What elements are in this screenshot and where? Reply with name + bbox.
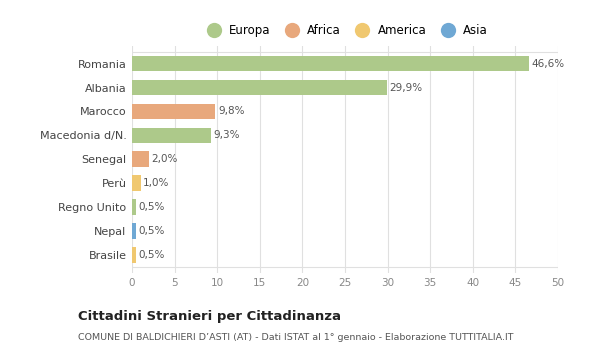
Text: 46,6%: 46,6% [532, 58, 565, 69]
Bar [132, 247, 136, 262]
Text: 0,5%: 0,5% [139, 250, 165, 260]
Bar [132, 80, 387, 95]
Bar [132, 56, 529, 71]
Bar [132, 175, 140, 191]
Bar [132, 127, 211, 143]
Bar [132, 223, 136, 239]
Bar [132, 104, 215, 119]
Text: 9,8%: 9,8% [218, 106, 245, 117]
Text: 9,3%: 9,3% [214, 130, 240, 140]
Text: 29,9%: 29,9% [389, 83, 422, 92]
Text: 0,5%: 0,5% [139, 226, 165, 236]
Text: 1,0%: 1,0% [143, 178, 169, 188]
Bar [132, 199, 136, 215]
Legend: Europa, Africa, America, Asia: Europa, Africa, America, Asia [197, 20, 493, 42]
Text: 0,5%: 0,5% [139, 202, 165, 212]
Text: Cittadini Stranieri per Cittadinanza: Cittadini Stranieri per Cittadinanza [78, 310, 341, 323]
Bar [132, 152, 149, 167]
Text: 2,0%: 2,0% [152, 154, 178, 164]
Text: COMUNE DI BALDICHIERI D’ASTI (AT) - Dati ISTAT al 1° gennaio - Elaborazione TUTT: COMUNE DI BALDICHIERI D’ASTI (AT) - Dati… [78, 333, 514, 342]
